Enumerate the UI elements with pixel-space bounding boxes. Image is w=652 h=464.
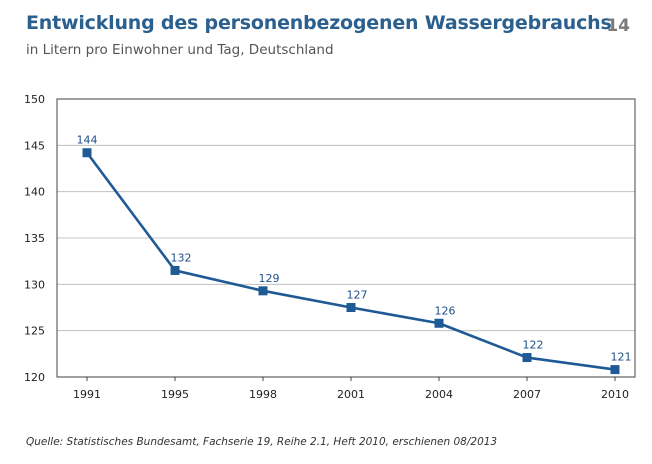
y-tick-label: 145 xyxy=(24,139,45,152)
chart-subtitle: in Litern pro Einwohner und Tag, Deutsch… xyxy=(26,42,334,58)
page-number: 14 xyxy=(606,16,630,36)
source-note: Quelle: Statistisches Bundesamt, Fachser… xyxy=(26,436,498,448)
data-point xyxy=(346,303,356,312)
x-tick-label: 1995 xyxy=(161,388,189,401)
data-label: 129 xyxy=(259,272,280,285)
y-tick-label: 150 xyxy=(24,93,45,106)
x-tick-label: 2010 xyxy=(601,388,629,401)
x-tick-label: 2007 xyxy=(513,388,541,401)
data-label: 144 xyxy=(77,134,98,147)
x-tick-label: 2001 xyxy=(337,388,365,401)
data-point xyxy=(82,148,92,158)
data-label: 122 xyxy=(523,339,544,352)
y-tick-label: 140 xyxy=(24,186,45,199)
y-tick-label: 130 xyxy=(24,278,45,291)
data-point xyxy=(434,318,444,328)
y-tick-label: 120 xyxy=(24,371,45,384)
series-line xyxy=(85,151,616,371)
y-tick-label: 125 xyxy=(24,325,45,338)
data-point xyxy=(610,365,620,375)
plot-frame xyxy=(56,98,636,378)
data-point xyxy=(522,353,532,363)
data-point xyxy=(258,286,268,296)
data-label: 132 xyxy=(171,251,192,264)
y-tick-label: 135 xyxy=(24,232,45,245)
data-label: 126 xyxy=(435,304,456,317)
x-tick-label: 1991 xyxy=(73,388,101,401)
chart-title: Entwicklung des personenbezogenen Wasser… xyxy=(26,12,612,34)
data-label: 127 xyxy=(347,289,368,302)
data-label: 121 xyxy=(611,351,632,364)
x-tick-label: 1998 xyxy=(249,388,277,401)
data-point xyxy=(170,265,180,275)
x-tick-label: 2004 xyxy=(425,388,453,401)
